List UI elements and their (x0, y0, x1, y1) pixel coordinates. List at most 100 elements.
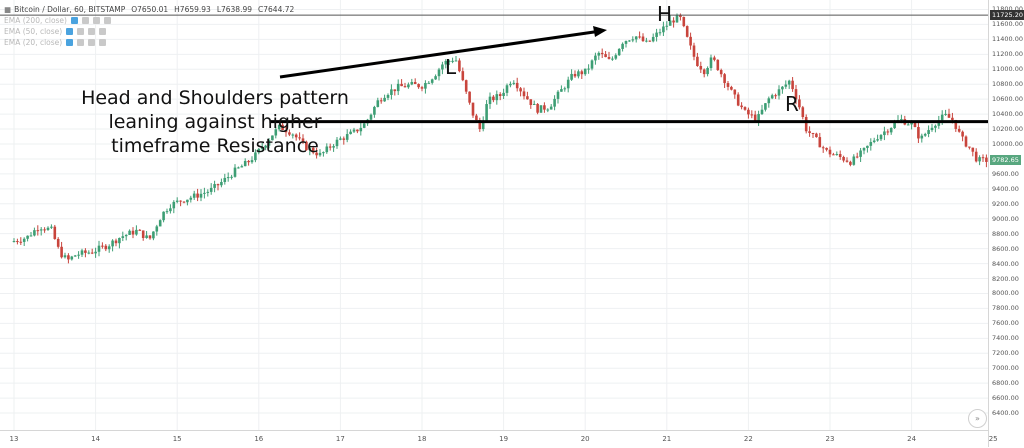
candle-body (515, 82, 519, 89)
candle-body (747, 109, 750, 115)
indicator-label[interactable]: EMA (50, close) (4, 27, 63, 36)
candle-body (784, 84, 788, 87)
candle-body (546, 109, 550, 111)
candle-body (413, 82, 417, 85)
candle-body (954, 119, 958, 129)
candle-body (872, 140, 876, 143)
settings-icon[interactable] (81, 17, 89, 24)
legend-symbol-row: ■ Bitcoin / Dollar, 60, BITSTAMP O7650.0… (4, 4, 294, 15)
eye-icon[interactable] (66, 39, 74, 46)
candle-body (951, 117, 954, 120)
candle-body (274, 129, 278, 136)
candle-body (913, 122, 917, 128)
candle-body (719, 70, 723, 75)
candle-body (461, 71, 465, 81)
candle-body (288, 132, 291, 135)
legend-close: C7644.72 (258, 5, 295, 14)
candle-body (621, 43, 624, 49)
candle-body (447, 60, 451, 62)
candle-body (488, 96, 492, 105)
price-tick-label: 11000.00 (992, 65, 1024, 74)
price-tick-label: 8000.00 (992, 289, 1019, 298)
candle-body (114, 240, 118, 244)
chart-area[interactable]: ■ Bitcoin / Dollar, 60, BITSTAMP O7650.0… (0, 0, 990, 430)
candle-body (838, 154, 842, 157)
candle-body (682, 17, 686, 27)
candle-body (764, 103, 767, 110)
candle-body (757, 114, 760, 121)
candle-body (641, 36, 645, 42)
scroll-to-realtime-button[interactable]: » (968, 409, 987, 428)
eye-icon[interactable] (66, 28, 74, 35)
settings-icon[interactable] (77, 28, 85, 35)
candle-body (298, 137, 301, 139)
close-icon[interactable] (88, 28, 96, 35)
candle-body (573, 73, 577, 77)
candle-body (478, 120, 482, 130)
candle-body (713, 57, 716, 60)
candle-body (611, 58, 614, 60)
candle-body (56, 238, 60, 247)
candle-body (815, 133, 818, 138)
candle-body (230, 176, 233, 178)
candle-body (386, 94, 390, 98)
left-shoulder-label: L (445, 55, 457, 79)
indicator-row-ema200[interactable]: EMA (200, close) (4, 15, 294, 26)
candle-body (124, 234, 128, 237)
candle-body (689, 36, 692, 46)
more-icon[interactable] (99, 28, 107, 35)
price-axis[interactable]: 11800.00 11600.00 11400.00 11200.00 11000.00… (988, 0, 1024, 447)
candle-body (53, 226, 57, 239)
price-tick-label: 11400.00 (992, 35, 1024, 44)
candle-body (84, 250, 87, 253)
time-tick-label: 14 (91, 435, 101, 443)
candle-body (237, 167, 240, 169)
candle-body (182, 201, 186, 203)
candle-body (866, 145, 869, 148)
candle-body (886, 131, 890, 133)
candle-body (917, 127, 920, 139)
candle-body (243, 160, 247, 167)
candle-body (961, 131, 964, 137)
candle-body (50, 226, 53, 228)
candle-body (291, 134, 295, 136)
candle-body (175, 200, 179, 202)
candle-body (277, 124, 281, 130)
candlestick-chart[interactable] (0, 0, 990, 430)
candle-body (733, 89, 737, 95)
candle-body (301, 138, 305, 142)
candle-body (811, 132, 815, 134)
candle-body (726, 83, 730, 87)
time-tick-label: 19 (499, 435, 509, 443)
time-axis[interactable]: 13 14 15 16 17 18 19 20 21 22 23 24 25 (0, 430, 998, 448)
time-tick-label: 23 (825, 435, 835, 443)
symbol-menu-icon[interactable]: ■ (4, 5, 12, 14)
indicator-row-ema50[interactable]: EMA (50, close) (4, 26, 294, 37)
candle-body (111, 240, 114, 247)
candle-body (441, 64, 444, 70)
candle-body (356, 129, 359, 132)
candle-body (651, 36, 655, 42)
close-icon[interactable] (88, 39, 96, 46)
candle-body (801, 107, 805, 118)
indicator-label[interactable]: EMA (20, close) (4, 38, 63, 47)
indicator-row-ema20[interactable]: EMA (20, close) (4, 37, 294, 48)
eye-icon[interactable] (70, 17, 78, 24)
candle-body (63, 255, 67, 258)
legend-symbol[interactable]: Bitcoin / Dollar, 60, BITSTAMP (14, 5, 126, 14)
more-icon[interactable] (99, 39, 107, 46)
candle-body (526, 96, 529, 100)
more-icon[interactable] (103, 17, 111, 24)
close-icon[interactable] (92, 17, 100, 24)
candle-body (407, 84, 410, 88)
candle-body (923, 133, 927, 136)
candle-body (97, 245, 101, 252)
candle-body (767, 98, 771, 104)
settings-icon[interactable] (77, 39, 85, 46)
candle-body (668, 20, 672, 26)
candle-body (971, 147, 975, 152)
candle-body (587, 68, 590, 70)
indicator-label[interactable]: EMA (200, close) (4, 16, 67, 25)
candle-body (43, 229, 46, 231)
candle-body (672, 20, 675, 23)
